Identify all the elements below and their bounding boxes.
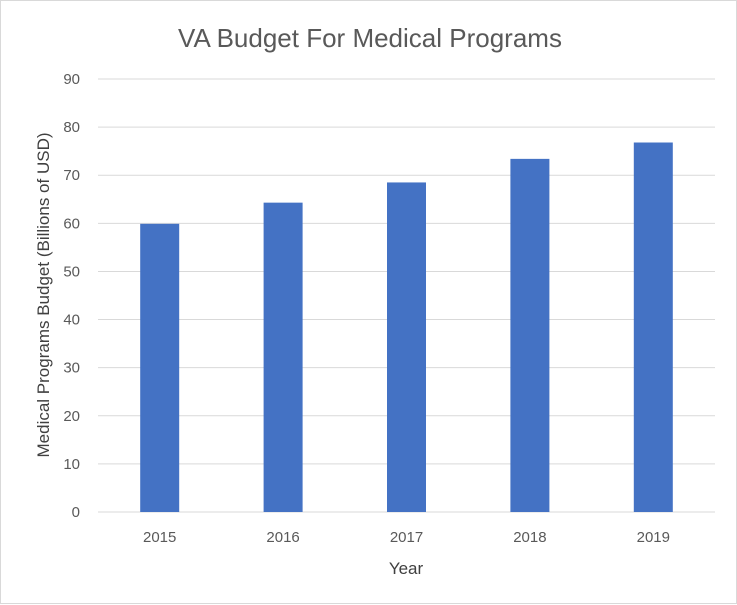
y-tick-label: 50 [63, 263, 80, 280]
bar-2018 [510, 158, 550, 512]
bar-2016 [263, 202, 303, 512]
y-tick-label: 90 [63, 71, 80, 88]
y-tick-label: 30 [63, 360, 80, 377]
y-tick-label: 80 [63, 119, 80, 136]
y-axis-label: Medical Programs Budget (Billions of USD… [34, 132, 53, 457]
y-tick-label: 60 [63, 215, 80, 232]
y-tick-label: 10 [63, 456, 80, 473]
x-axis-label: Year [389, 559, 424, 578]
x-tick-label: 2015 [143, 529, 176, 546]
y-tick-label: 20 [63, 408, 80, 425]
x-tick-labels: 2015 2016 2017 2018 2019 [143, 529, 670, 546]
y-tick-label: 0 [72, 504, 80, 521]
x-tick-label: 2018 [513, 529, 546, 546]
bar-2017 [387, 182, 426, 512]
chart-title: VA Budget For Medical Programs [178, 23, 562, 53]
y-tick-labels: 0 10 20 30 40 50 60 70 80 90 [63, 71, 80, 521]
y-tick-label: 70 [63, 167, 80, 184]
bars [140, 142, 673, 513]
x-tick-label: 2016 [266, 529, 299, 546]
y-tick-label: 40 [63, 312, 80, 329]
bar-2019 [633, 142, 673, 513]
bar-2015 [140, 223, 180, 512]
x-tick-label: 2017 [390, 529, 423, 546]
x-tick-label: 2019 [637, 529, 670, 546]
